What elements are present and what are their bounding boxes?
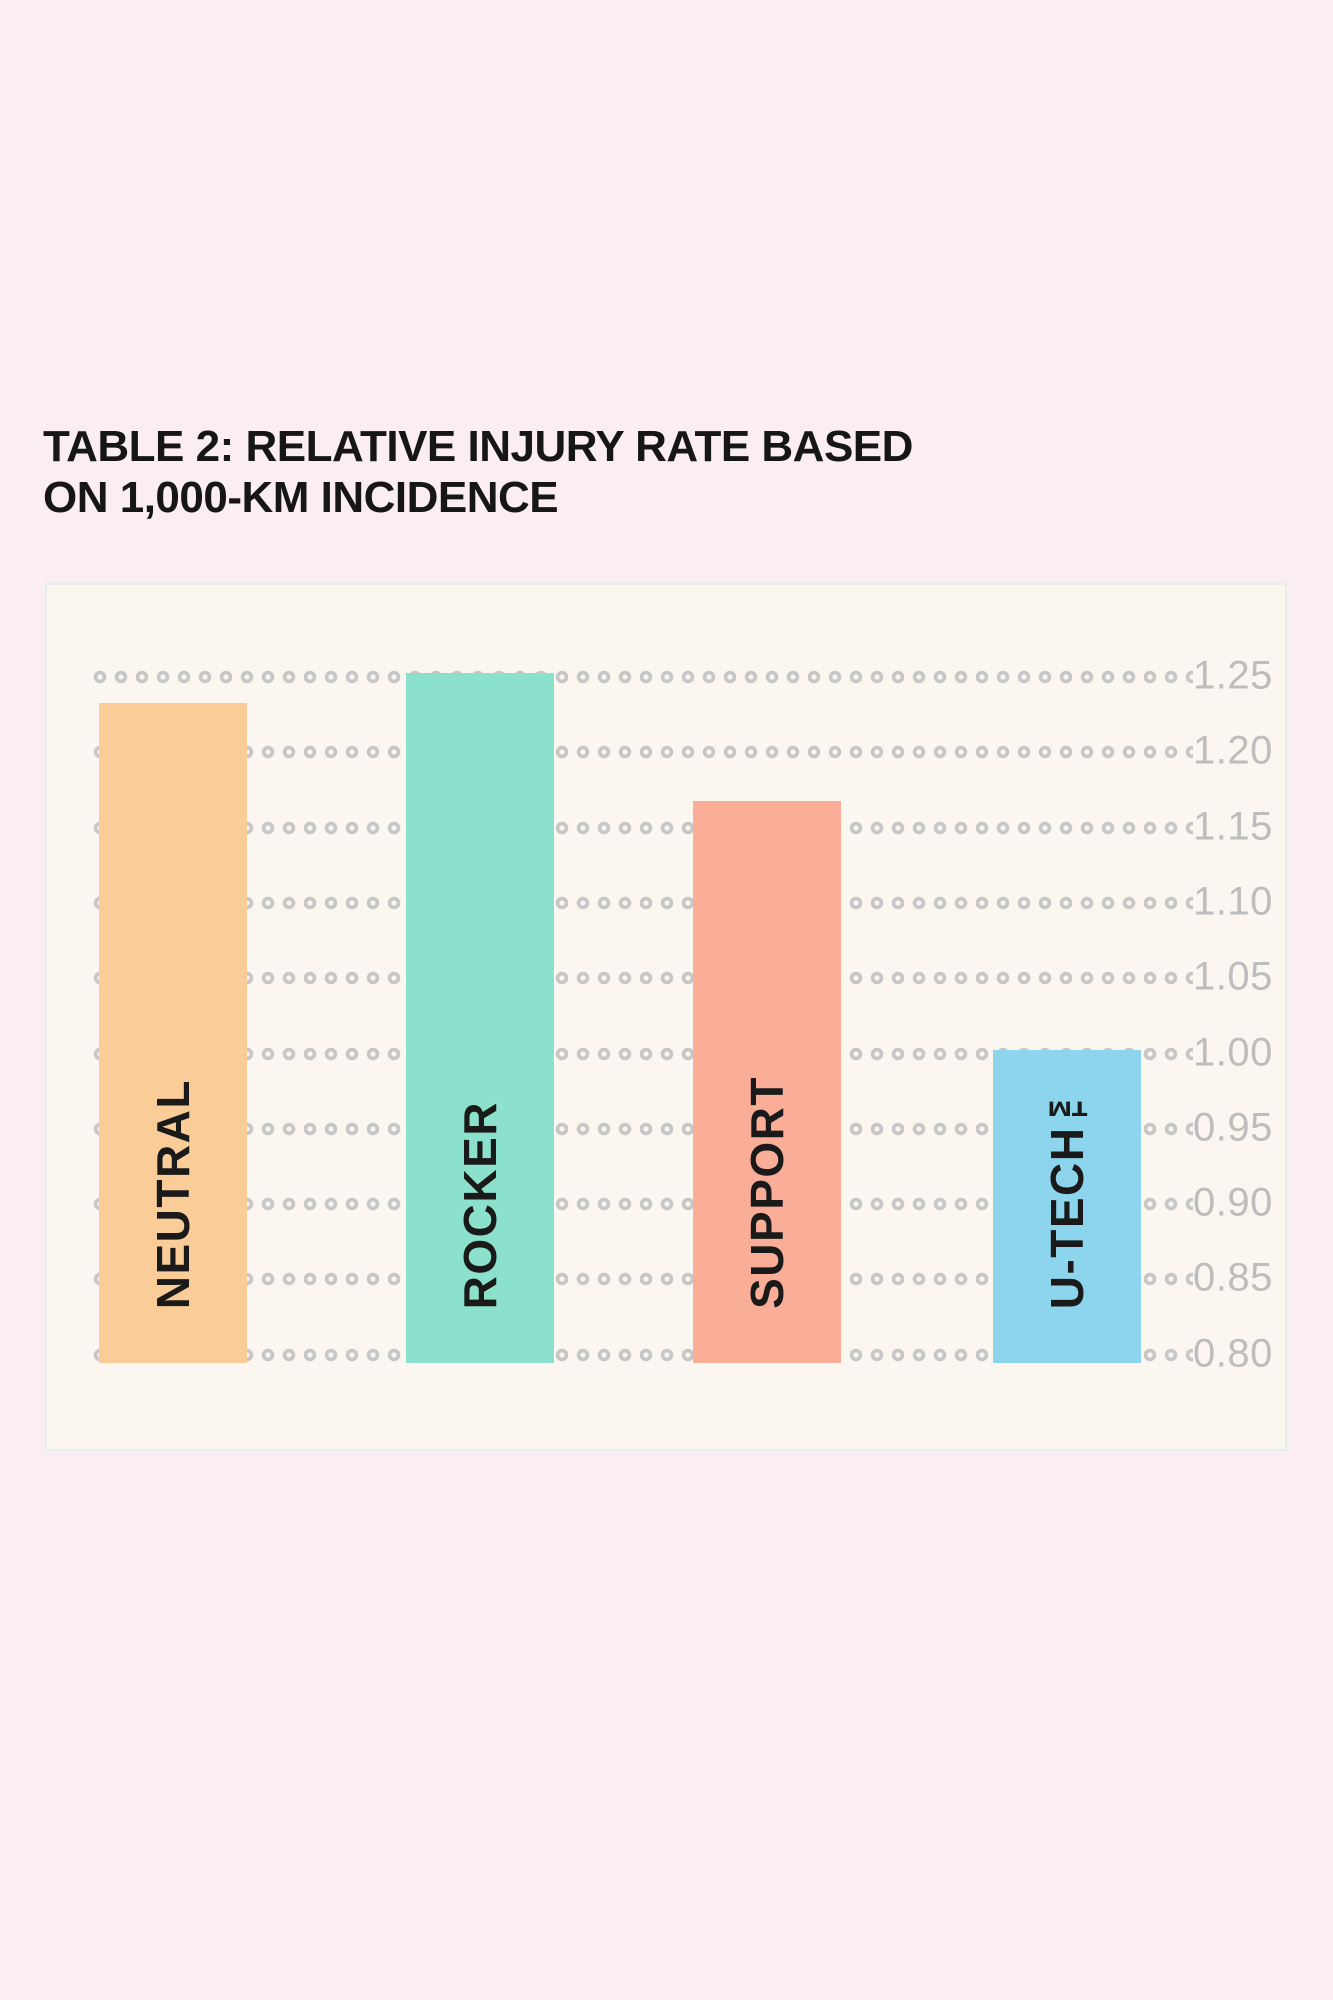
plot-area: 1.25 1.20 1.15 1.10 1.05 1.00 0.95 0.90 0.85 0.80… (47, 585, 1285, 1449)
bar-rocker: ROCKER (406, 673, 554, 1363)
bar-label-neutral: NEUTRAL (147, 1078, 199, 1309)
bar-label-support: SUPPORT (741, 1076, 793, 1309)
gridline-dotted (93, 1197, 1193, 1212)
bar-u-tech: U-TECH™ (993, 1049, 1141, 1363)
y-axis-tick-label: 1.15 (1193, 804, 1273, 849)
gridline-dotted (93, 1046, 1193, 1061)
bar-neutral: NEUTRAL (99, 703, 247, 1363)
bar-label-rocker: ROCKER (454, 1100, 506, 1309)
y-axis-tick-label: 1.00 (1193, 1030, 1273, 1075)
chart-title: TABLE 2: RELATIVE INJURY RATE BASED ON 1… (43, 421, 1103, 523)
chart-title-line2: ON 1,000-KM INCIDENCE (43, 473, 559, 523)
y-axis-tick-label: 1.10 (1193, 879, 1273, 924)
gridline-dotted (93, 971, 1193, 986)
y-axis-tick-label: 0.80 (1193, 1331, 1273, 1376)
gridline-dotted (93, 670, 1193, 684)
chart-title-line1: TABLE 2: RELATIVE INJURY RATE BASED (43, 422, 913, 471)
y-axis-tick-label: 1.20 (1193, 728, 1273, 773)
y-axis-tick-label: 0.85 (1193, 1255, 1273, 1300)
y-axis-tick-label: 1.05 (1193, 954, 1273, 999)
y-axis-tick-label: 1.25 (1193, 653, 1273, 698)
bar-support: SUPPORT (693, 801, 841, 1363)
chart-card: 1.25 1.20 1.15 1.10 1.05 1.00 0.95 0.90 0.85 0.80… (45, 583, 1287, 1451)
gridline-dotted (93, 1272, 1193, 1287)
gridline-dotted (93, 1121, 1193, 1136)
gridline-dotted (93, 1347, 1193, 1362)
gridline-dotted (93, 895, 1193, 910)
y-axis-tick-label: 0.95 (1193, 1105, 1273, 1150)
gridline-dotted (93, 745, 1193, 760)
bar-label-u-tech: U-TECH™ (1041, 1072, 1093, 1309)
gridline-dotted (93, 820, 1193, 835)
y-axis-tick-label: 0.90 (1193, 1180, 1273, 1225)
